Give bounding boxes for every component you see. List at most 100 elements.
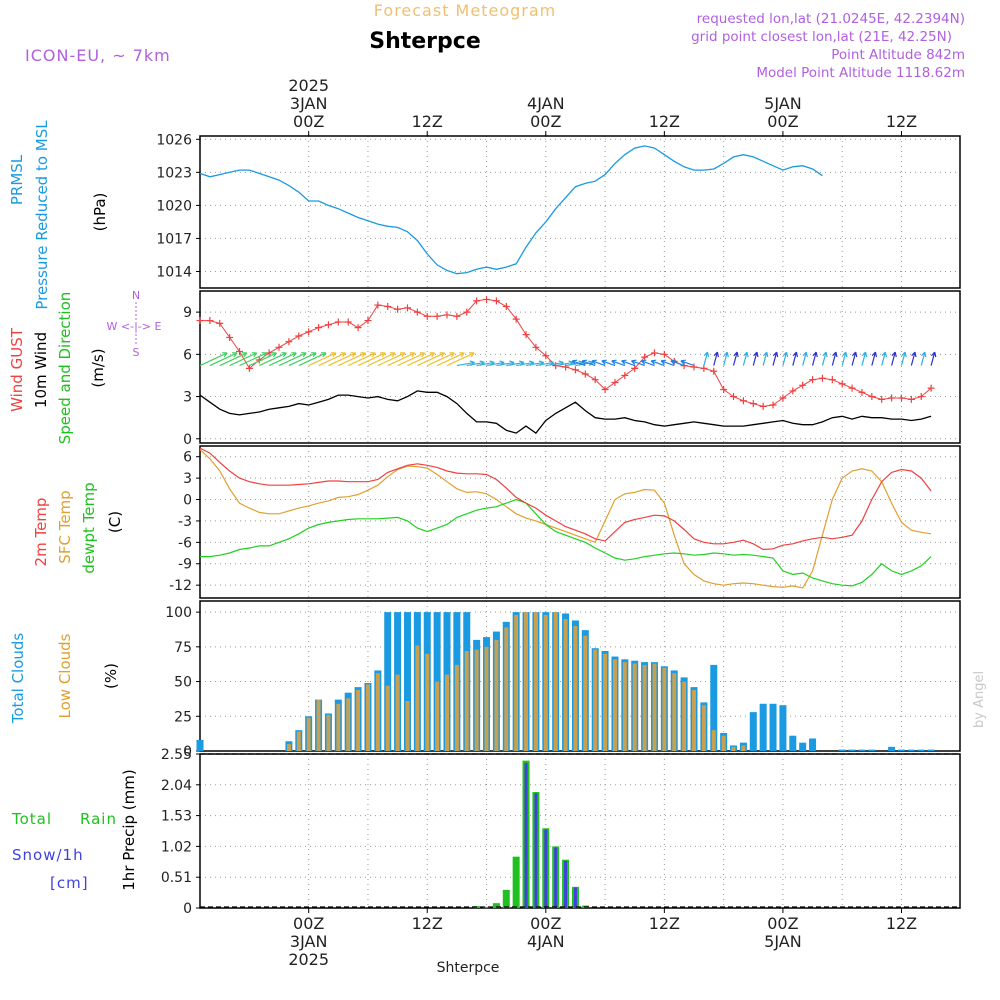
wind-direction-arrow [338,352,366,367]
low-cloud-bar [494,639,499,751]
low-cloud-bar [425,653,430,751]
wind-direction-arrow [417,352,446,367]
wind-direction-arrow [792,351,799,366]
low-cloud-bar [435,681,440,751]
clouds-title-2: Low Clouds [56,633,74,718]
gust-marker [562,363,570,371]
low-cloud-bar [533,612,538,751]
gust-marker [403,304,411,312]
top-time-label: 2025 [288,76,329,95]
precip-total-label: Total [11,810,52,828]
gust-marker [621,371,629,379]
location-title: Shterpce [369,29,481,54]
wind-direction-arrow [930,351,937,366]
temp-ytick-label: -3 [178,514,192,530]
gust-marker [344,318,352,326]
wind-direction-arrow [772,351,779,366]
low-cloud-bar [543,614,548,751]
gust-marker [532,343,540,351]
wind-direction-arrow [811,351,818,366]
gust-marker [888,394,896,402]
low-cloud-bar [445,674,449,751]
total-cloud-bar [888,746,896,751]
pressure-ytick-label: 1017 [156,231,192,247]
gust-marker [285,338,293,346]
gust-marker [897,394,905,402]
temp2m-line [199,447,932,551]
wind-direction-arrow [752,351,759,366]
wind-ytick-label: 9 [183,305,192,321]
wind-direction-arrow [611,359,626,367]
total-cloud-bar [779,705,787,751]
wind-direction-arrow [871,351,878,366]
gust-marker [502,302,510,310]
wind-direction-arrow [621,359,635,367]
grid-point-coords: grid point closest lon,lat (21E, 42.25N) [691,29,952,45]
wind-direction-arrow [347,352,376,367]
temp-ytick-label: 6 [183,450,192,466]
precip-snow-unit: [cm] [50,874,89,892]
low-cloud-bar [593,649,598,751]
total-cloud-bar [769,703,777,751]
gust-marker [730,393,738,401]
pressure-ytick-label: 1020 [156,198,192,214]
gust-marker [759,402,767,410]
low-cloud-bar [454,664,459,751]
wind-direction-arrow [891,351,897,366]
total-cloud-bar [897,749,905,751]
low-cloud-bar [504,627,509,751]
gust-marker [512,315,520,323]
gust-marker [443,311,451,319]
temp-unit: (C) [106,511,124,533]
top-time-label: 00Z [530,112,561,131]
top-time-label: 00Z [293,112,324,131]
snow-bar [524,763,528,908]
wind-direction-arrow [851,351,858,366]
low-cloud-bar [721,735,726,751]
wind-direction-arrow [732,351,739,366]
low-cloud-bar [603,653,608,751]
low-cloud-bar [741,745,746,751]
gust-marker [838,380,846,388]
gust-marker [591,376,599,384]
wind-direction-arrow [841,351,848,366]
gust-marker [789,387,797,395]
low-cloud-bar [672,673,677,751]
gust-marker [196,317,204,325]
compass-north: N [132,289,140,302]
wind-direction-arrow [650,359,665,367]
wind-title-1: Wind GUST [8,327,26,412]
gust-marker [492,297,500,305]
snow-bar [544,829,548,908]
precip-ytick-label: 0.51 [161,870,192,886]
precip-ytick-label: 2.55 [161,747,192,763]
compass-south: S [133,346,140,359]
wind-direction-arrow [328,352,357,367]
total-cloud-bar [196,739,204,751]
total-cloud-bar [907,749,915,751]
wind-direction-arrow [268,352,297,367]
point-altitude: Point Altitude 842m [831,47,965,63]
low-cloud-bar [395,674,400,751]
low-cloud-bar [316,699,321,751]
low-cloud-bar [405,701,410,751]
bottom-time-label: 00Z [530,914,561,933]
low-cloud-bar [632,663,637,751]
gust-marker [641,353,649,361]
rain-bar [502,889,510,908]
total-cloud-bar [848,749,856,751]
gust-marker [848,384,856,392]
wind-direction-arrow [436,352,465,367]
wind-direction-arrow [821,351,828,366]
wind-direction-arrow [229,352,258,367]
gust-marker [660,350,668,358]
gust-marker [324,321,332,329]
pressure-ytick-label: 1014 [156,264,192,280]
top-time-label: 3JAN [290,94,328,113]
wind-direction-arrow [680,359,695,367]
wind-speed-line [199,390,932,434]
low-cloud-bar [326,714,331,751]
total-cloud-bar [403,612,411,751]
low-cloud-bar [464,651,469,751]
